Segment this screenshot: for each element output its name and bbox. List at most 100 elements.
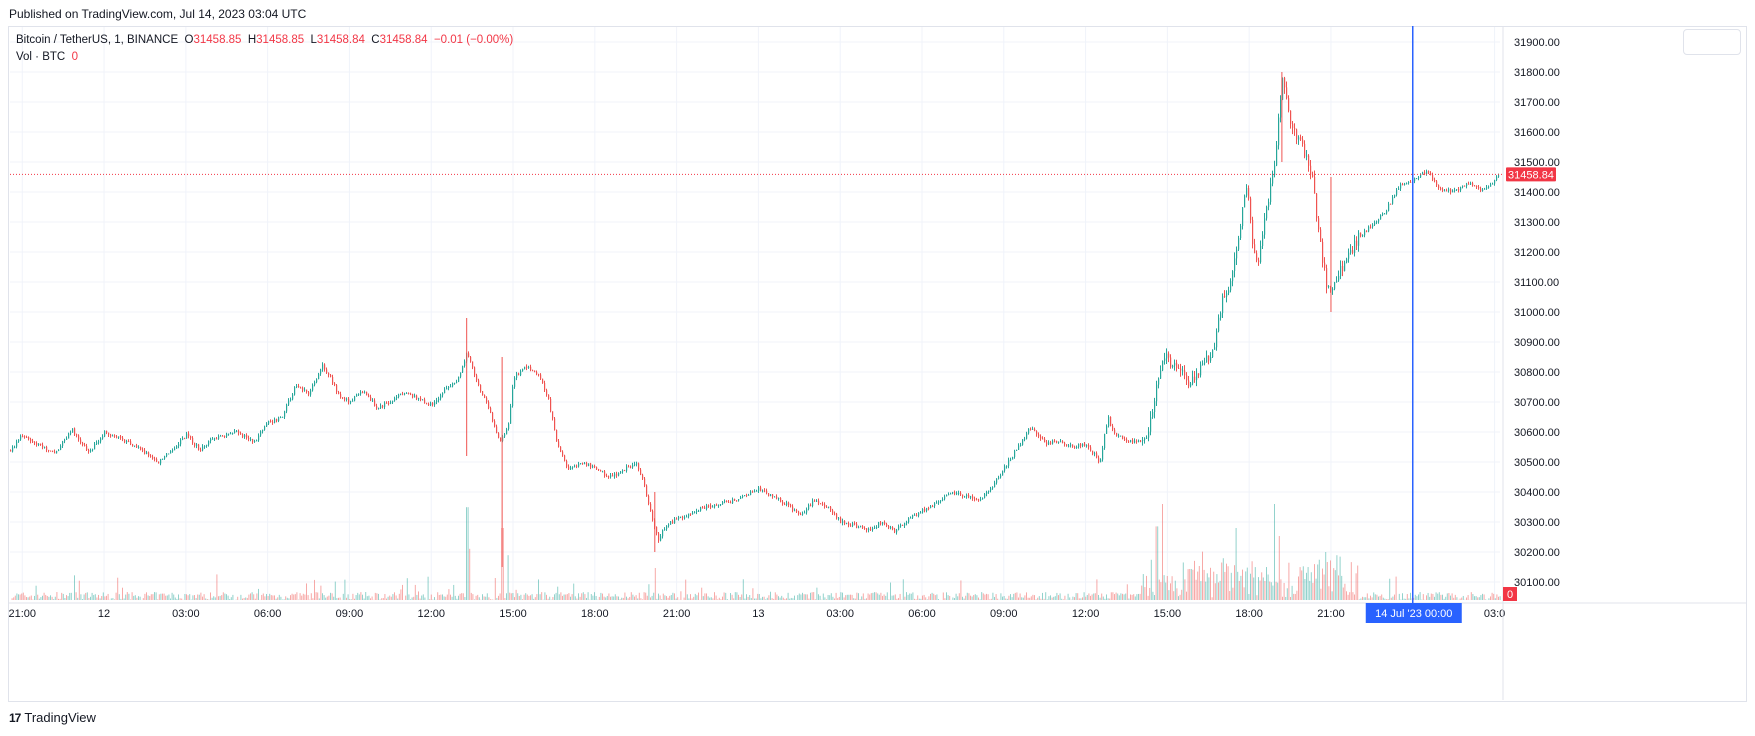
candle-body xyxy=(44,446,46,448)
candle-body xyxy=(486,397,488,403)
volume-bar xyxy=(670,595,672,600)
candle-body xyxy=(1232,270,1234,282)
chart-frame[interactable] xyxy=(8,26,1747,702)
candle-body xyxy=(1236,249,1238,259)
candle-body xyxy=(636,463,638,465)
candle-body xyxy=(682,516,684,519)
candle-body xyxy=(542,378,544,384)
chart-menu-button[interactable] xyxy=(1683,29,1741,55)
volume-bar xyxy=(69,592,71,600)
volume-series xyxy=(10,504,1501,600)
volume-bar xyxy=(382,598,384,600)
candle-body xyxy=(736,500,738,502)
volume-bar xyxy=(1123,594,1125,600)
candle-body xyxy=(994,482,996,488)
candle-body xyxy=(1210,357,1212,361)
candle-body xyxy=(630,466,632,468)
volume-bar xyxy=(1485,599,1487,600)
volume-bar xyxy=(83,594,85,600)
volume-bar xyxy=(840,592,842,600)
candle-body xyxy=(1478,187,1480,189)
volume-bar xyxy=(366,596,368,600)
volume-bar xyxy=(1477,597,1479,600)
candle-body xyxy=(446,388,448,390)
candle-body xyxy=(708,505,710,507)
candle-body xyxy=(578,463,580,467)
candle-body xyxy=(162,458,164,460)
volume-bar xyxy=(1128,598,1130,600)
candle-body xyxy=(856,523,858,528)
volume-bar xyxy=(829,595,831,600)
volume-bar xyxy=(120,598,122,600)
volume-bar xyxy=(731,594,733,600)
candle-body xyxy=(1288,98,1290,111)
candle-body xyxy=(610,475,612,477)
candle-body xyxy=(1052,440,1054,444)
volume-bar xyxy=(1171,576,1173,600)
volume-bar xyxy=(1339,556,1341,600)
candle-body xyxy=(1466,183,1468,187)
volume-bar xyxy=(658,593,659,600)
candle-body xyxy=(174,448,176,451)
volume-bar xyxy=(1002,596,1003,600)
y-tick-label: 31500.00 xyxy=(1514,157,1560,169)
candle-body xyxy=(1238,238,1240,250)
candle-body xyxy=(1324,262,1326,269)
candle-body xyxy=(1422,172,1424,175)
volume-bar xyxy=(1426,595,1427,600)
volume-bar xyxy=(576,598,578,600)
volume-bar xyxy=(1496,594,1498,600)
volume-bar xyxy=(621,597,623,600)
candle-body xyxy=(134,445,136,447)
volume-bar xyxy=(243,598,245,600)
volume-bar xyxy=(1138,593,1139,600)
x-tick-label: 06:00 xyxy=(908,608,936,620)
volume-bar xyxy=(1045,592,1047,600)
candle-body xyxy=(1128,441,1130,443)
volume-bar xyxy=(946,592,947,600)
volume-bar xyxy=(634,596,635,600)
candle-body xyxy=(520,371,522,376)
volume-bar xyxy=(283,599,285,600)
y-tick-label: 30100.00 xyxy=(1514,577,1560,589)
volume-bar xyxy=(966,592,968,600)
candle-body xyxy=(42,444,44,448)
volume-bar xyxy=(445,596,447,600)
volume-bar xyxy=(82,599,83,600)
volume-bar xyxy=(538,579,539,600)
candle-body xyxy=(916,514,918,516)
volume-bar xyxy=(80,594,82,600)
volume-bar xyxy=(67,596,69,600)
volume-bar xyxy=(1096,579,1098,600)
candle-body xyxy=(1342,265,1344,271)
volume-bar xyxy=(962,596,963,600)
candle-body xyxy=(422,399,424,401)
volume-bar xyxy=(960,580,962,600)
candle-body xyxy=(556,430,558,442)
volume-bar xyxy=(1373,592,1375,600)
volume-bar xyxy=(1323,574,1325,600)
volume-bar xyxy=(574,596,576,600)
volume-bar xyxy=(357,592,359,600)
candle-body xyxy=(874,527,876,529)
legend-high: 31458.85 xyxy=(256,34,305,46)
candle-body xyxy=(1470,183,1472,185)
volume-bar xyxy=(155,592,157,600)
candle-body xyxy=(888,525,890,529)
candle-body xyxy=(978,499,980,501)
volume-bar xyxy=(952,597,954,600)
volume-bar xyxy=(107,593,109,600)
volume-bar xyxy=(986,593,987,600)
volume-bar xyxy=(758,594,760,600)
volume-bar xyxy=(339,597,341,600)
volume-bar xyxy=(1016,592,1018,600)
candle-body xyxy=(350,401,352,403)
volume-bar xyxy=(779,597,781,600)
volume-bar xyxy=(1021,597,1023,600)
candle-body xyxy=(732,499,734,504)
candle-body xyxy=(1080,443,1082,446)
candle-body xyxy=(1002,470,1004,476)
candle-body xyxy=(536,372,538,375)
candle-body xyxy=(650,503,652,511)
